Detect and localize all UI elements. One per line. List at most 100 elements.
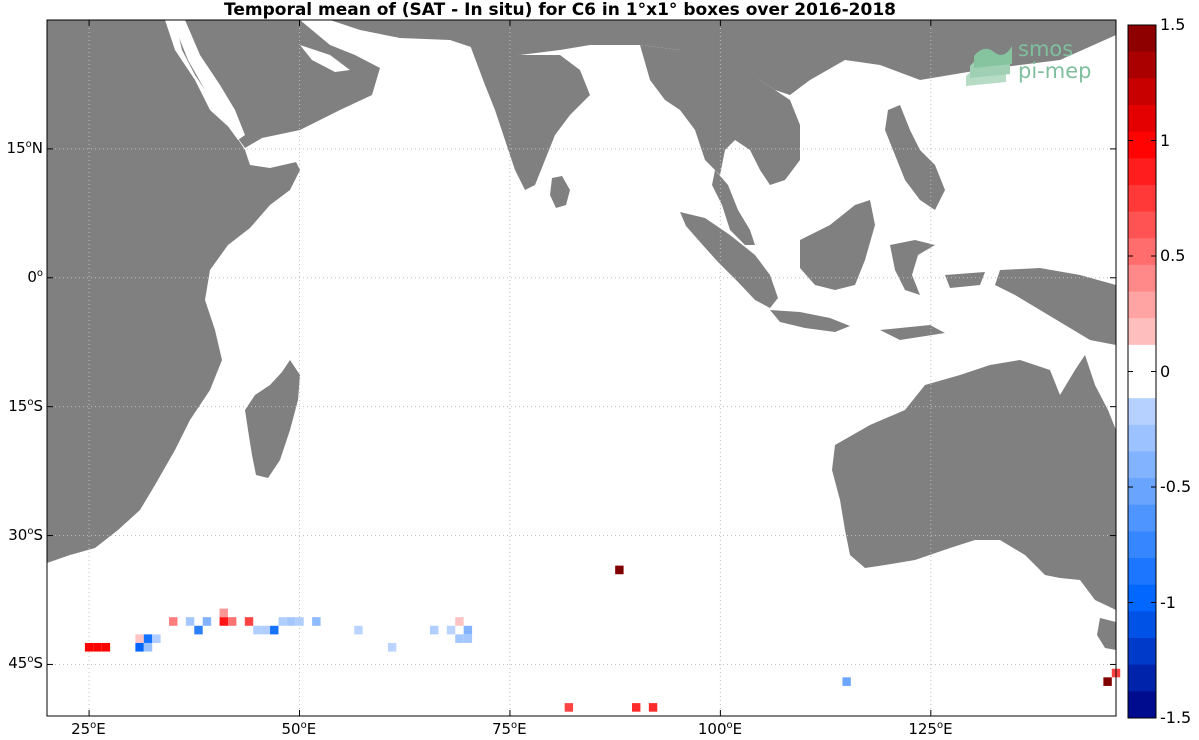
malay-peninsula-landmass (712, 170, 755, 245)
data-cell (286, 617, 296, 626)
australia-landmass (832, 355, 1116, 610)
data-cell (185, 617, 195, 626)
colorbar-segment (1128, 238, 1156, 266)
colorbar-tick-label: -0.5 (1160, 477, 1192, 496)
colorbar-segment (1128, 78, 1156, 106)
data-cell (354, 625, 363, 635)
data-cell (648, 703, 658, 712)
colorbar-tick-label: 1.5 (1160, 15, 1186, 34)
philippines-landmass (885, 105, 945, 210)
africa-landmass (47, 20, 300, 563)
colorbar-segment (1128, 184, 1156, 213)
data-cell (278, 617, 287, 626)
colorbar-segment (1128, 451, 1156, 479)
smos-pimep-logo: smos pi-mep (962, 36, 1112, 90)
colorbar-segment (1128, 318, 1156, 346)
colorbar-segment (1128, 558, 1156, 586)
banda-islands-landmass (880, 272, 985, 340)
data-cell (564, 703, 574, 712)
colorbar-segment (1128, 158, 1156, 186)
logo-waves-icon (966, 46, 1012, 86)
gulf-of-aden (245, 145, 305, 168)
data-cell (615, 565, 624, 575)
lat-label: 0o (27, 267, 43, 286)
colorbar-tick-label: -1 (1160, 592, 1176, 612)
lat-label: 15oN (6, 138, 43, 157)
graticule (47, 20, 1116, 716)
sri-lanka-landmass (550, 176, 570, 208)
colorbar-segment (1128, 291, 1156, 319)
data-cell (270, 625, 279, 635)
map-title: Temporal mean of (SAT - In situ) for C6 … (224, 0, 896, 20)
java-landmass (770, 310, 850, 332)
data-cell (463, 634, 473, 643)
data-cell (312, 617, 321, 626)
madagascar-landmass (245, 360, 300, 478)
data-cell (253, 625, 262, 635)
data-cell (867, 668, 877, 678)
colorbar-segment (1128, 478, 1156, 506)
lon-label: 50oE (281, 720, 317, 738)
new-guinea-landmass (995, 268, 1116, 345)
lon-label: 100oE (697, 720, 743, 738)
data-cell (219, 608, 228, 618)
land-masses (47, 20, 1116, 650)
data-cell (455, 634, 464, 643)
persian-gulf (300, 45, 350, 72)
colorbar-segment (1128, 638, 1156, 666)
data-cell (84, 642, 94, 652)
data-cell (455, 617, 464, 626)
logo-text-smos: smos (1018, 37, 1074, 61)
colorbar-segment (1128, 211, 1156, 239)
data-cell (1103, 677, 1112, 686)
data-cell (295, 617, 304, 626)
data-cells (84, 565, 1121, 712)
data-cell (1061, 677, 1070, 686)
data-cell (387, 642, 397, 652)
tasmania-landmass (1097, 618, 1116, 650)
data-cell (194, 625, 203, 635)
borneo-landmass (800, 200, 875, 290)
colorbar-segment (1128, 131, 1156, 159)
colorbar-tick-label: 0.5 (1160, 246, 1186, 265)
colorbar-segment (1128, 611, 1156, 639)
data-cell (429, 625, 439, 635)
data-cell (463, 625, 473, 635)
data-cell (93, 642, 102, 652)
data-cell (842, 677, 851, 686)
colorbar-segment (1128, 531, 1156, 559)
colorbar-tick-label: 1 (1160, 130, 1171, 150)
colorbar-segment (1128, 51, 1156, 79)
data-cell (219, 617, 228, 626)
colorbar-tick-label: -1.5 (1160, 708, 1192, 727)
sumatra-landmass (680, 212, 778, 308)
colorbar-segment (1128, 691, 1156, 719)
red-sea (172, 20, 245, 140)
colorbar-segment (1128, 664, 1156, 692)
colorbar-segment (1128, 398, 1156, 426)
data-cell (135, 634, 144, 643)
data-cell (152, 634, 161, 643)
colorbar-segment (1128, 25, 1156, 53)
map-frame (46, 19, 1117, 717)
data-cell (169, 617, 178, 626)
colorbar-segment (1128, 371, 1156, 399)
logo-text-pimep: pi-mep (1018, 59, 1092, 83)
colorbar-segment (1128, 264, 1156, 293)
india-landmass (470, 45, 590, 190)
lon-label: 75oE (491, 720, 527, 738)
data-cell (135, 642, 144, 652)
lat-label: 30oS (8, 525, 43, 544)
data-cell (143, 634, 153, 643)
colorbar (1127, 24, 1157, 719)
lat-label: 15oS (8, 396, 43, 415)
data-cell (261, 625, 271, 635)
colorbar-segment (1128, 504, 1156, 532)
colorbar-tick-label: 0 (1160, 361, 1171, 381)
lat-label: 45oS (8, 654, 43, 673)
colorbar-segment (1128, 584, 1156, 612)
colorbar-segment (1128, 104, 1156, 133)
lon-label: 25oE (71, 720, 106, 738)
colorbar-segment (1128, 424, 1156, 452)
